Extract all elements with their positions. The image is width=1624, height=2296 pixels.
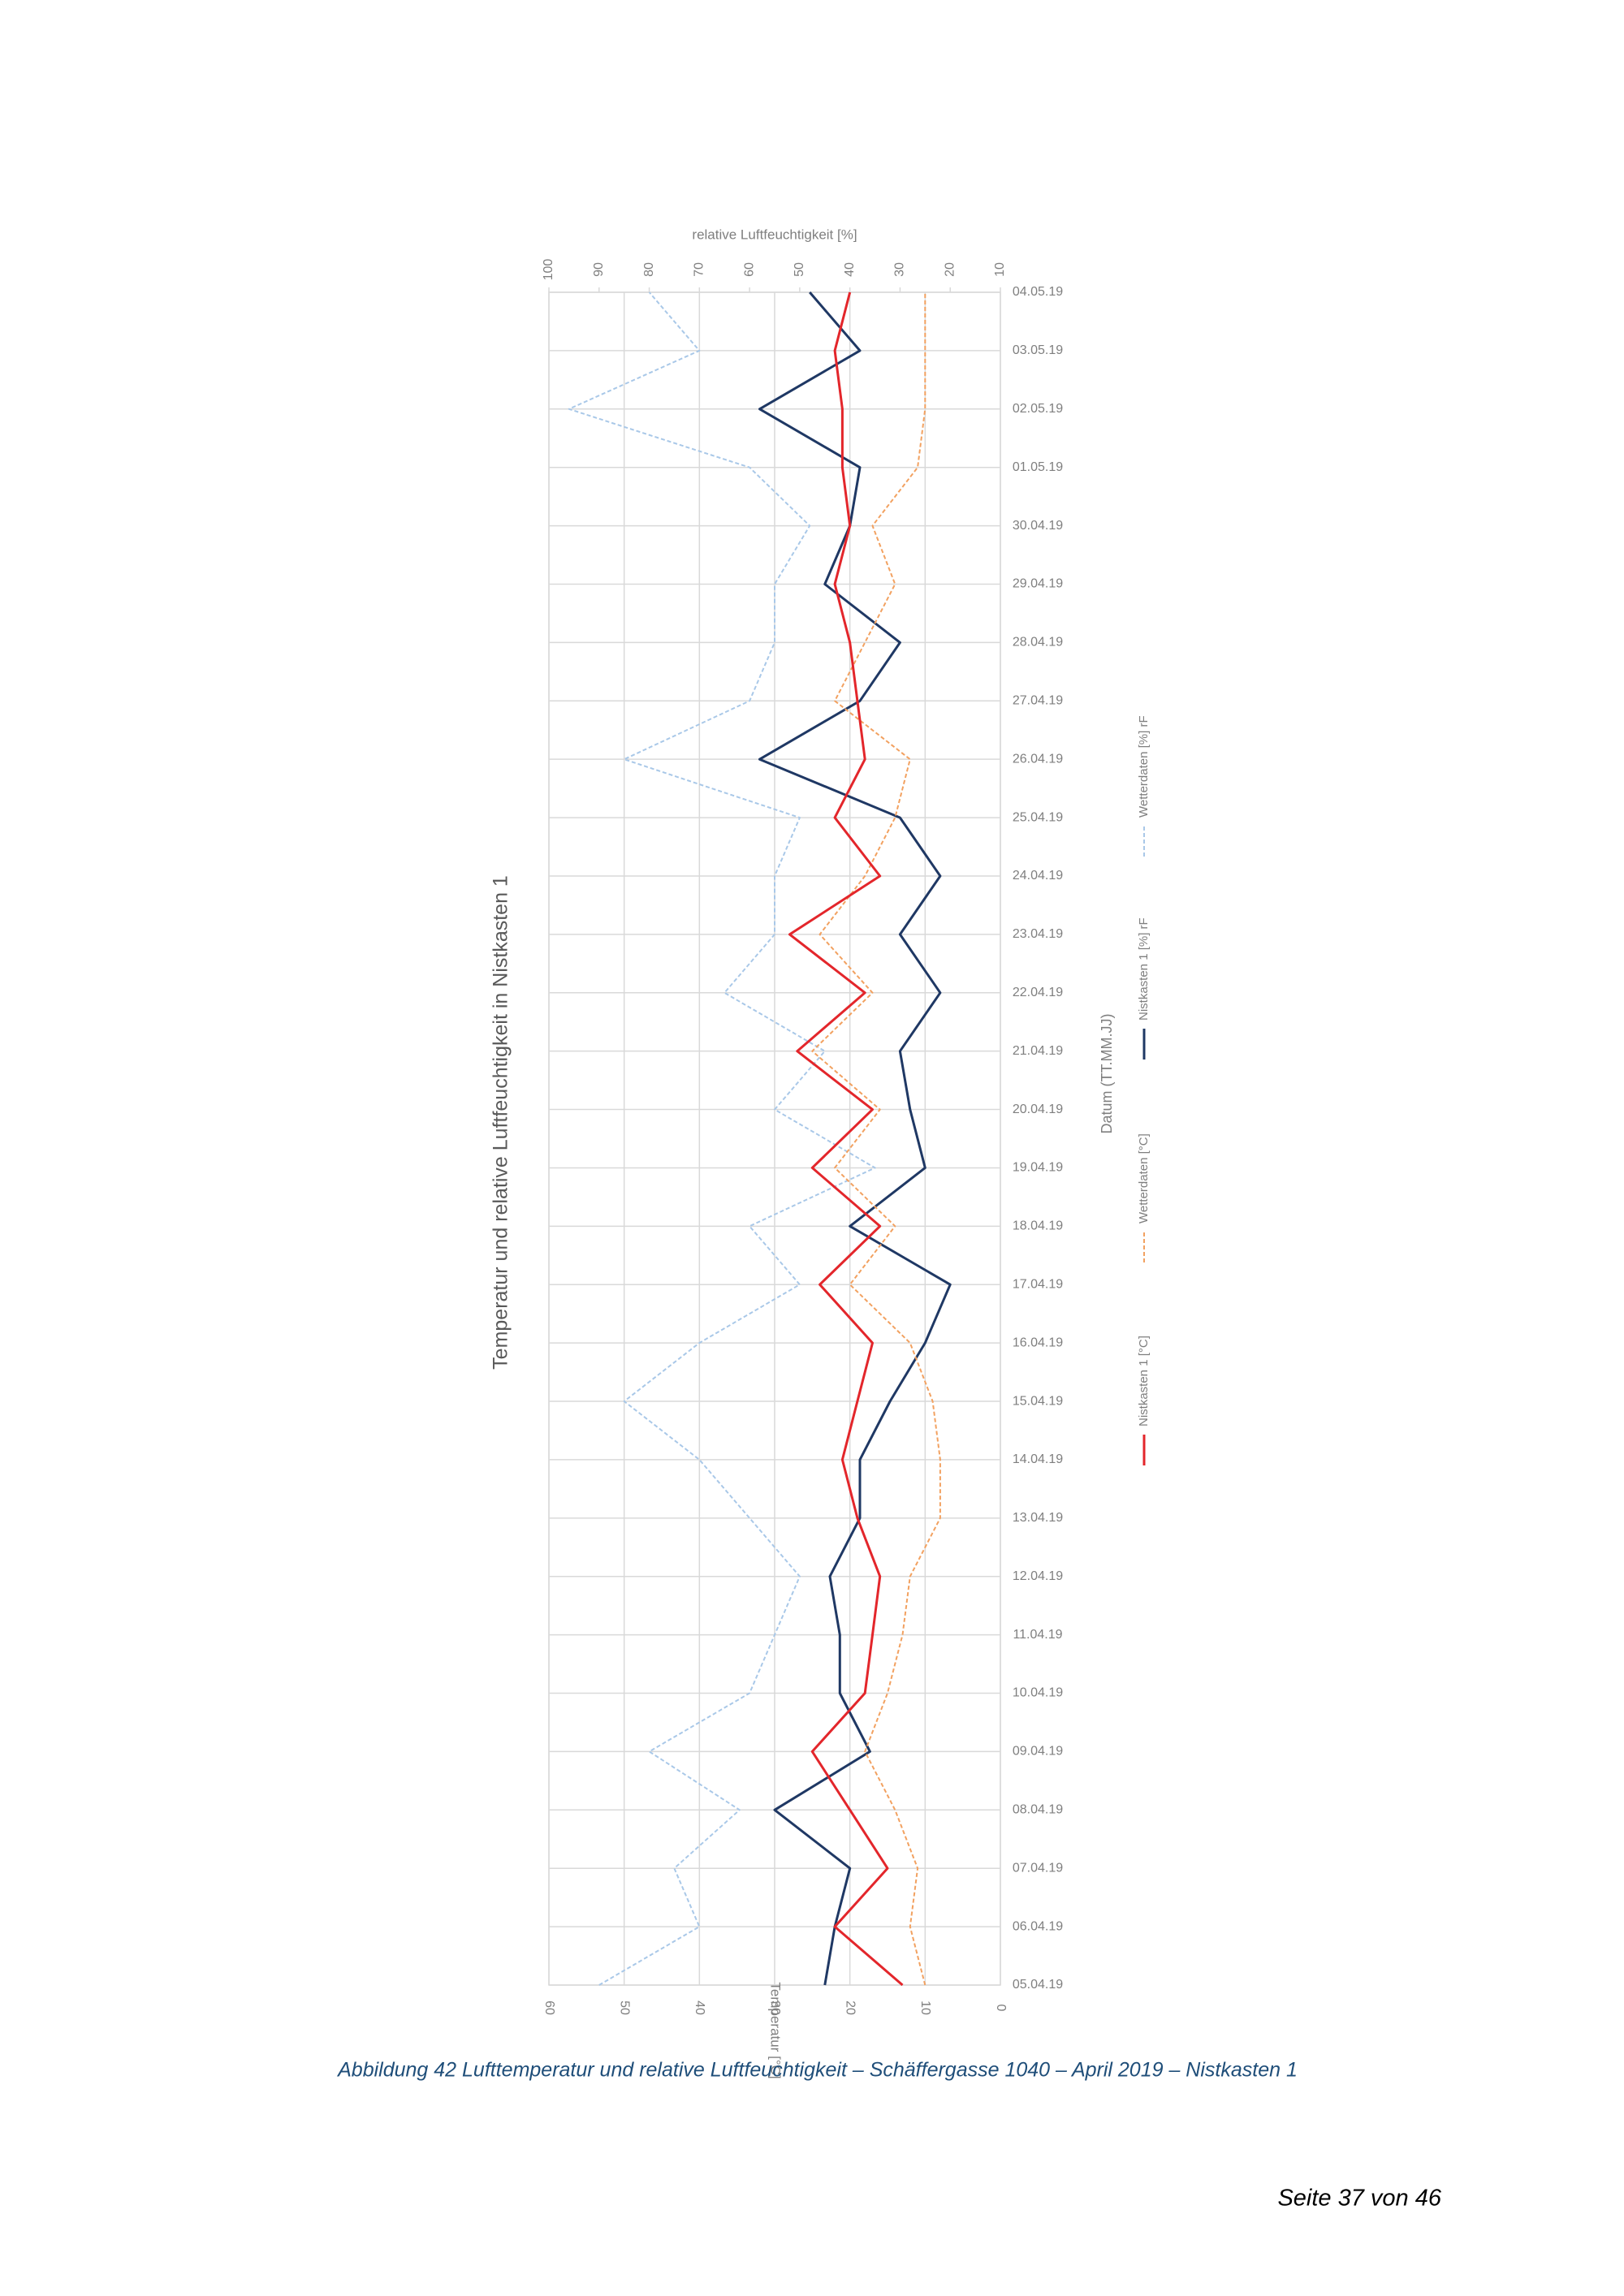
x-tick-label: 29.04.19	[1013, 577, 1063, 591]
x-tick-label: 02.05.19	[1013, 402, 1063, 416]
series-line	[568, 291, 876, 1986]
x-tick-label: 16.04.19	[1013, 1336, 1063, 1349]
y-tick-label: 40	[693, 2000, 706, 2015]
y-tick-label: 20	[843, 2000, 857, 2015]
page-number: Seite 37 von 46	[1277, 2186, 1441, 2212]
x-tick-label: 06.04.19	[1013, 1919, 1063, 1933]
x-tick-label: 03.05.19	[1013, 343, 1063, 357]
x-tick-label: 18.04.19	[1013, 1219, 1063, 1233]
x-tick-label: 25.04.19	[1013, 810, 1063, 824]
legend-label: Nistkasten 1 [°C]	[1137, 1336, 1151, 1426]
x-tick-label: 08.04.19	[1013, 1803, 1063, 1817]
x-tick-label: 30.04.19	[1013, 519, 1063, 533]
y2-tick-label: 10	[993, 262, 1007, 277]
y-tick-label: 0	[994, 2005, 1008, 2012]
x-tick-label: 20.04.19	[1013, 1103, 1063, 1116]
y2-tick-label: 60	[742, 262, 756, 277]
y-axis-title: Temperatur [°C]	[768, 1982, 784, 2078]
legend-label: Nistkasten 1 [%] rF	[1137, 917, 1151, 1021]
y-tick-label: 60	[542, 2000, 556, 2015]
series-line	[811, 292, 941, 1986]
y2-tick-label: 40	[843, 262, 857, 277]
y2-tick-label: 30	[893, 262, 907, 277]
series-line	[758, 291, 952, 1986]
x-tick-label: 07.04.19	[1013, 1861, 1063, 1875]
caption: Abbildung 42 Lufttemperatur und relative…	[336, 2059, 1298, 2082]
x-tick-label: 11.04.19	[1013, 1628, 1062, 1642]
x-tick-label: 23.04.19	[1013, 927, 1063, 941]
legend-label: Wetterdaten [%] rF	[1137, 715, 1151, 818]
y2-tick-label: 70	[693, 262, 706, 277]
x-tick-label: 27.04.19	[1013, 693, 1063, 707]
x-tick-label: 24.04.19	[1013, 869, 1063, 883]
y2-axis-title: relative Luftfeuchtigkeit [%]	[692, 227, 857, 242]
y2-tick-label: 80	[642, 262, 656, 277]
x-tick-label: 26.04.19	[1013, 752, 1063, 766]
x-tick-label: 01.05.19	[1013, 460, 1063, 474]
legend-label: Wetterdaten [°C]	[1137, 1133, 1151, 1224]
x-tick-label: 12.04.19	[1013, 1569, 1063, 1583]
x-tick-label: 19.04.19	[1013, 1161, 1063, 1175]
x-tick-label: 15.04.19	[1013, 1394, 1063, 1408]
chart: 05.04.19 06.04.19 07.04.19 08.04.19 09.04.19…	[490, 227, 1151, 2078]
x-tick-label: 10.04.19	[1013, 1686, 1063, 1700]
y-tick-label: 10	[918, 2000, 932, 2015]
y2-tick-label: 100	[542, 259, 555, 281]
series-line	[788, 291, 904, 1987]
x-tick-label: 14.04.19	[1013, 1452, 1063, 1466]
chart-title: Temperatur und relative Luftfeuchtigkeit…	[490, 875, 512, 1370]
x-tick-label: 09.04.19	[1013, 1745, 1063, 1759]
y2-tick-label: 50	[793, 262, 806, 277]
y2-tick-label: 90	[592, 262, 606, 277]
x-tick-label: 21.04.19	[1013, 1044, 1063, 1058]
x-tick-label: 17.04.19	[1013, 1277, 1063, 1291]
x-tick-label: 04.05.19	[1013, 285, 1063, 299]
x-tick-label: 13.04.19	[1013, 1511, 1063, 1525]
x-tick-label: 22.04.19	[1013, 986, 1063, 999]
x-tick-label: 28.04.19	[1013, 636, 1063, 650]
y2-tick-label: 20	[943, 262, 957, 277]
x-tick-label: 05.04.19	[1013, 1978, 1063, 1992]
x-axis-title: Datum (TT.MM.JJ)	[1099, 1014, 1115, 1134]
y-tick-label: 30	[768, 2000, 782, 2015]
y-tick-label: 50	[617, 2000, 631, 2015]
